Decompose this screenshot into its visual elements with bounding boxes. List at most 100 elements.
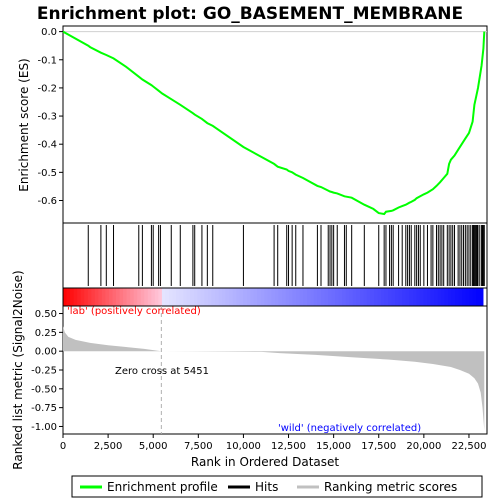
metric-axis-title: Ranked list metric (Signal2Noise)	[11, 270, 25, 469]
color-bar-segment	[260, 288, 265, 306]
color-bar-segment	[123, 288, 128, 306]
x-tick-label: 12,500	[271, 441, 306, 452]
color-bar-segment	[451, 288, 456, 306]
x-tick-label: 2,500	[94, 441, 123, 452]
color-bar-segment	[388, 288, 393, 306]
enrichment-profile-line	[62, 30, 486, 216]
color-bar-segment	[313, 288, 318, 306]
color-bar-segment	[342, 288, 347, 306]
color-bar-segment	[356, 288, 361, 306]
color-bar-segment	[384, 288, 389, 306]
es-tick-label: -0.5	[37, 168, 57, 179]
metric-tick-label: -0.25	[31, 366, 57, 377]
legend-label: Enrichment profile	[107, 480, 218, 494]
color-bar-segment	[391, 288, 396, 306]
color-bar-segment	[250, 288, 255, 306]
x-tick-label: 0	[60, 441, 66, 452]
color-bar-segment	[398, 288, 403, 306]
color-bar-segment	[133, 288, 138, 306]
color-bar-segment	[476, 288, 481, 306]
color-bar-segment	[292, 288, 297, 306]
color-bar-segment	[225, 288, 230, 306]
color-bar-segment	[243, 288, 248, 306]
color-bar-segment	[186, 288, 191, 306]
x-tick-label: 10,000	[226, 441, 261, 452]
es-tick-label: 0.0	[41, 27, 57, 38]
color-bar-segment	[306, 288, 311, 306]
color-bar-segment	[381, 288, 386, 306]
color-bar-segment	[126, 288, 131, 306]
color-bar-segment	[172, 288, 177, 306]
color-bar-segment	[303, 288, 308, 306]
color-bar-segment	[310, 288, 315, 306]
color-bar-segment	[426, 288, 432, 306]
color-bar-segment	[335, 288, 340, 306]
color-bar-segment	[211, 288, 216, 306]
color-bar-segment	[229, 288, 234, 306]
color-bar-segment	[119, 288, 124, 306]
legend-items: Enrichment profile Hits Ranking metric sco…	[80, 480, 457, 494]
color-bar-segment	[94, 288, 99, 306]
color-bar-segment	[317, 288, 322, 306]
color-bar-segment	[271, 288, 276, 306]
x-tick-label: 15,000	[316, 441, 351, 452]
color-bar-segment	[469, 288, 474, 306]
color-bar-segment	[91, 288, 96, 306]
color-bar-segment	[338, 288, 343, 306]
color-bar-segment	[472, 288, 477, 306]
metric-tick-label: 0.00	[35, 347, 57, 358]
color-bar-segment	[105, 288, 110, 306]
color-bar-segment	[257, 288, 262, 306]
color-bar-segment	[169, 288, 174, 306]
metric-tick-label: -0.50	[31, 384, 57, 395]
color-bar-segment	[349, 288, 354, 306]
color-bar-segment	[116, 288, 121, 306]
color-bar-segment	[222, 288, 227, 306]
zero-cross-label: Zero cross at 5451	[115, 366, 209, 377]
metric-tick-label: -1.00	[31, 422, 57, 433]
x-axis-title: Rank in Ordered Dataset	[191, 455, 339, 469]
color-bar-segment	[165, 288, 170, 306]
metric-axis: 0.50 0.25 0.00 -0.25 -0.50 -0.75 -1.00	[31, 309, 63, 433]
color-bar-segment	[190, 288, 195, 306]
color-bar-segment	[419, 288, 424, 306]
color-bar-segment	[289, 288, 294, 306]
color-bar-segment	[112, 288, 117, 306]
color-bar-segment	[483, 288, 488, 306]
color-bar-segment	[402, 288, 407, 306]
color-bar-segment	[200, 288, 205, 306]
color-bar-segment	[239, 288, 244, 306]
color-bar-segment	[437, 288, 442, 306]
chart-title: Enrichment plot: GO_BASEMENT_MEMBRANE	[37, 4, 463, 24]
color-bar-segment	[352, 288, 357, 306]
color-bar-segment	[63, 288, 68, 306]
color-bar-segment	[218, 288, 223, 306]
metric-tick-label: -0.75	[31, 403, 57, 414]
color-bar-segment	[77, 288, 82, 306]
color-bar-segment	[253, 288, 258, 306]
es-tick-label: -0.6	[37, 196, 57, 207]
color-bar-segment	[264, 288, 269, 306]
es-tick-label: -0.2	[37, 83, 57, 94]
color-bar-segment	[267, 288, 273, 306]
color-bar-segment	[430, 288, 435, 306]
color-bar-segment	[275, 288, 280, 306]
color-bar-segment	[66, 288, 71, 306]
color-bar-segment	[320, 288, 326, 306]
color-bar-segment	[158, 288, 163, 306]
color-bar-segment	[366, 288, 371, 306]
color-bar-segment	[370, 288, 375, 306]
metric-tick-label: 0.50	[35, 309, 57, 320]
color-bar-segment	[377, 288, 382, 306]
color-bar-segment	[130, 288, 135, 306]
color-bar-segment	[204, 288, 209, 306]
x-axis: 0 2,500 5,000 7,500 10,000 12,500 15,000 17,500…	[60, 434, 486, 452]
color-bar-segment	[144, 288, 149, 306]
color-bar-segment	[416, 288, 421, 306]
color-bar-segment	[363, 288, 368, 306]
color-bar-segment	[207, 288, 212, 306]
color-bar-segment	[324, 288, 329, 306]
color-bar-segment	[282, 288, 287, 306]
color-bar-segment	[214, 288, 220, 306]
